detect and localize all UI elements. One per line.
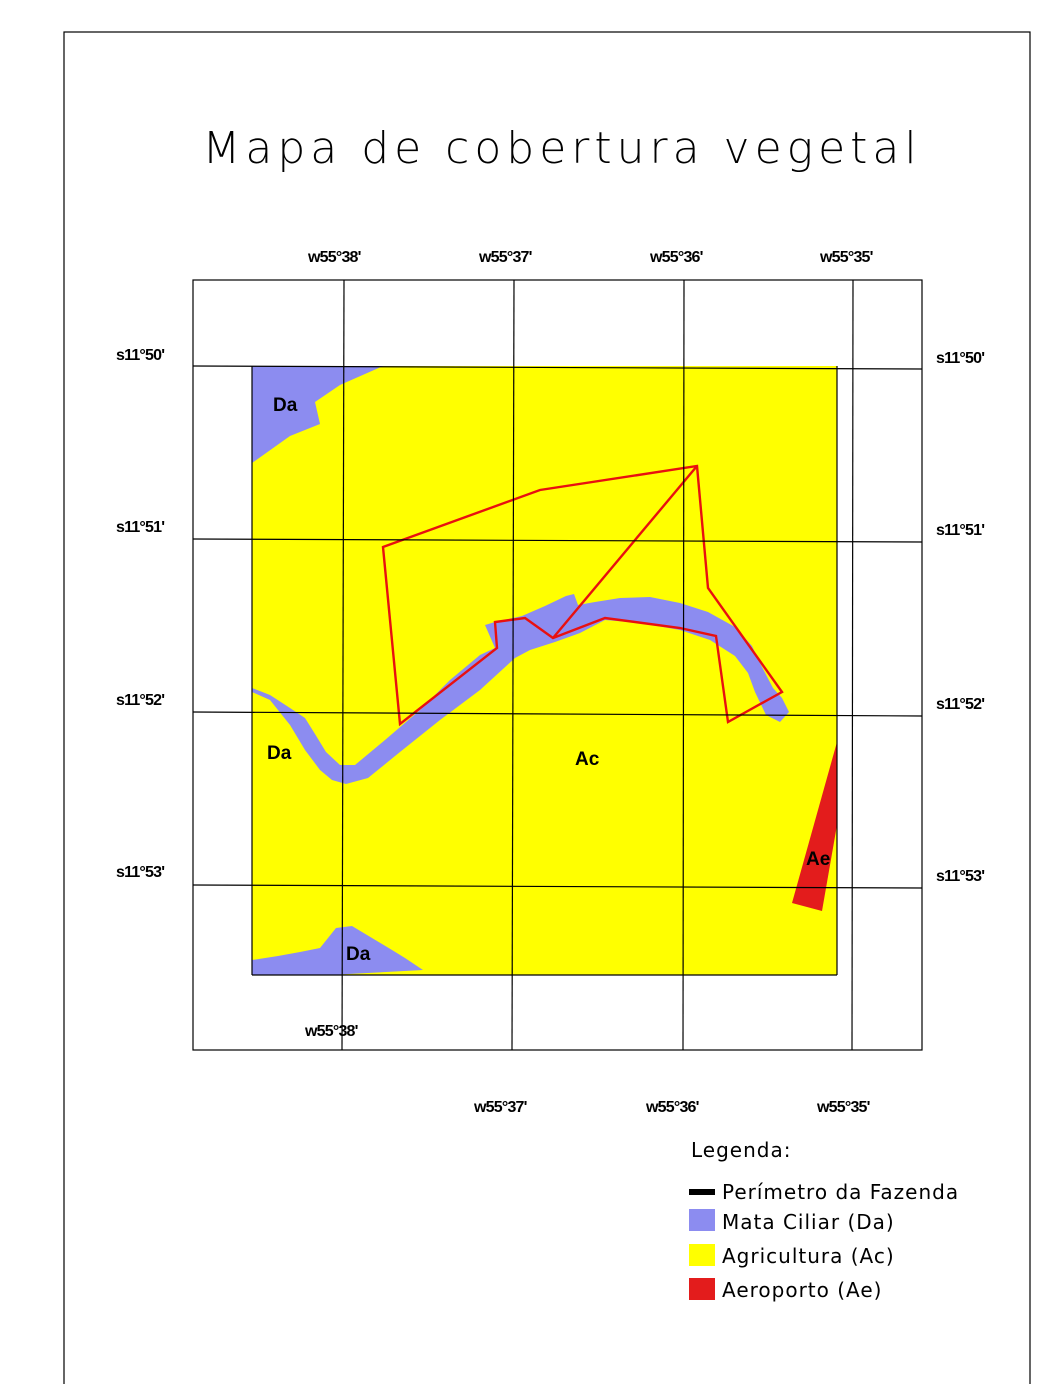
legend-title: Legenda: xyxy=(691,1138,791,1162)
farm-perimeter xyxy=(381,464,784,727)
legend-label-airport: Aeroporto (Ae) xyxy=(722,1278,882,1302)
coordinate-grid xyxy=(192,279,923,1051)
lon-bottom-37: w55°37' xyxy=(473,1099,527,1116)
meridian-35 xyxy=(851,279,854,1051)
riparian-forest-zone-river xyxy=(252,594,789,784)
lat-right-53: s11°53' xyxy=(936,868,984,885)
legend-swatch-perimeter xyxy=(689,1189,715,1195)
lat-left-51: s11°51' xyxy=(116,519,164,536)
airport-zone xyxy=(792,742,837,911)
lat-left-50: s11°50' xyxy=(116,347,164,364)
legend-label-perimeter: Perímetro da Fazenda xyxy=(722,1180,959,1204)
label-da-bottom: Da xyxy=(346,944,371,965)
lon-bottom-38: w55°38' xyxy=(304,1023,358,1040)
legend-swatch-airport xyxy=(689,1278,715,1300)
label-da-top: Da xyxy=(273,395,298,416)
riparian-forest-zone-top xyxy=(252,366,383,463)
legend-label-agriculture: Agricultura (Ac) xyxy=(722,1244,895,1268)
page-frame xyxy=(63,31,1031,1384)
meridian-38 xyxy=(341,279,345,1051)
lon-top-35: w55°35' xyxy=(819,249,873,266)
agriculture-zone xyxy=(252,366,837,975)
lon-bottom-36: w55°36' xyxy=(645,1099,699,1116)
lat-left-53: s11°53' xyxy=(116,864,164,881)
label-ae: Ae xyxy=(806,849,830,870)
meridian-36 xyxy=(682,279,685,1051)
grid-frame xyxy=(192,279,923,1051)
parallel-52 xyxy=(192,711,923,717)
riparian-forest-zone-bottom xyxy=(252,926,423,975)
parallel-50 xyxy=(192,365,923,370)
label-ac: Ac xyxy=(575,749,600,770)
legend-swatch-agriculture xyxy=(689,1244,715,1266)
label-da-middle: Da xyxy=(267,743,292,764)
lon-top-36: w55°36' xyxy=(649,249,703,266)
lat-left-52: s11°52' xyxy=(116,692,164,709)
lat-right-52: s11°52' xyxy=(936,696,984,713)
legend-label-riparian-forest: Mata Ciliar (Da) xyxy=(722,1210,895,1234)
lon-bottom-35: w55°35' xyxy=(816,1099,870,1116)
parallel-51 xyxy=(192,538,923,543)
lat-right-51: s11°51' xyxy=(936,522,984,539)
legend: Legenda: Perímetro da Fazenda Mata Cilia… xyxy=(689,1138,959,1302)
meridian-37 xyxy=(511,279,515,1051)
lat-right-50: s11°50' xyxy=(936,350,984,367)
map-title: Mapa de cobertura vegetal xyxy=(202,123,921,174)
lon-top-37: w55°37' xyxy=(478,249,532,266)
lon-top-38: w55°38' xyxy=(307,249,361,266)
legend-swatch-riparian-forest xyxy=(689,1209,715,1231)
parallel-53 xyxy=(192,884,923,889)
